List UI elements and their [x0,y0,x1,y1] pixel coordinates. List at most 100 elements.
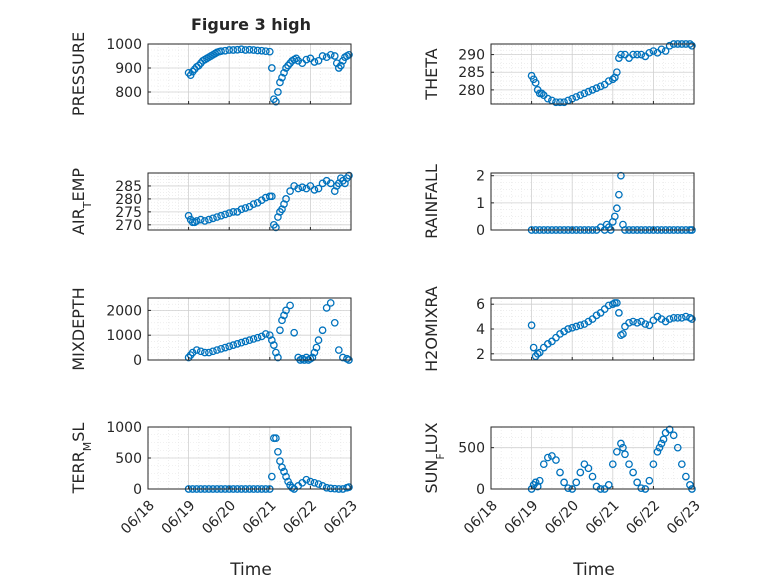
data-point [600,305,609,314]
axes-box [147,297,352,361]
data-point [200,348,209,357]
data-point [669,313,678,322]
data-point [600,80,609,89]
data-point [229,208,238,216]
data-point [527,321,536,330]
data-point [278,316,286,325]
data-point [633,50,642,59]
x-tick-label: 06/20 [542,498,582,538]
data-point [564,325,572,333]
data-point [552,456,560,464]
data-point [588,86,597,94]
data-point [233,45,242,54]
data-point [221,46,229,55]
data-point [613,447,621,456]
data-point [192,346,201,354]
data-point [200,217,209,225]
data-point [604,77,613,85]
y-tick-label: 280 [458,83,485,99]
data-point [665,41,674,50]
subplot-pressure: 800 900 1000 PRESSURE [69,32,353,116]
data-point [621,450,629,459]
data-point [310,348,319,357]
data-point [249,335,258,343]
x-tick-label: 06/22 [623,498,663,538]
data-point [272,97,280,106]
data-point [596,82,605,91]
data-point [543,94,552,103]
data-point [217,47,225,56]
data-point [267,192,276,201]
x-tick-label: 06/18 [118,498,158,538]
y-axis-label: THETA [422,48,441,100]
data-point [686,481,694,489]
data-point [657,45,666,54]
data-point [294,184,303,193]
data-point [539,460,548,469]
data-point [276,78,284,87]
data-point [322,53,331,62]
data-point [677,313,686,322]
data-point [184,211,193,220]
data-point [245,45,254,54]
data-point [280,68,288,77]
y-tick-label: 290 [458,48,485,64]
data-point [312,343,321,352]
data-point [314,56,323,65]
data-point [617,439,625,448]
data-point [576,321,585,330]
data-point [673,443,682,452]
y-tick-label: 1000 [106,37,142,53]
data-point [192,217,201,225]
data-point [241,204,250,212]
data-point [249,200,258,208]
data-point [267,472,276,481]
data-point [531,478,540,487]
data-point [249,46,258,54]
data-point [592,84,601,92]
y-tick-label: 0 [476,482,485,498]
data-point [564,96,572,105]
data-point [629,317,637,326]
data-point [282,195,290,203]
data-point [625,318,633,327]
data-point [633,318,642,327]
data-point [213,213,221,221]
data-point [657,439,666,448]
data-point [665,425,674,434]
data-point [588,472,597,481]
axes-box [490,426,695,490]
data-point [253,333,262,342]
x-tick-label: 06/20 [199,498,239,538]
data-point [280,311,288,320]
data-point [625,460,633,469]
data-point [615,190,623,199]
data-point [286,187,294,195]
data-point [552,333,560,342]
data-point [225,342,234,351]
data-point [613,299,621,307]
data-point [688,41,696,50]
data-point [276,326,284,335]
data-point [613,204,621,213]
figure-title: Figure 3 high [191,15,311,34]
data-point [267,336,276,345]
x-tick-label: 06/18 [461,498,501,538]
data-point [645,476,654,485]
data-point [645,321,654,330]
axes-box [490,43,695,105]
data-point [334,346,343,354]
y-tick-label: 6 [476,297,485,313]
data-point [543,453,552,462]
data-point [241,337,250,346]
data-point [677,460,686,469]
data-point [535,348,544,357]
data-point [653,447,662,456]
x-tick-label: 06/23 [321,498,361,538]
data-point [655,443,664,452]
data-point [286,301,294,310]
y-axis-label: AIRTEMP [69,168,94,235]
x-axis-label-right: Time [572,560,615,580]
